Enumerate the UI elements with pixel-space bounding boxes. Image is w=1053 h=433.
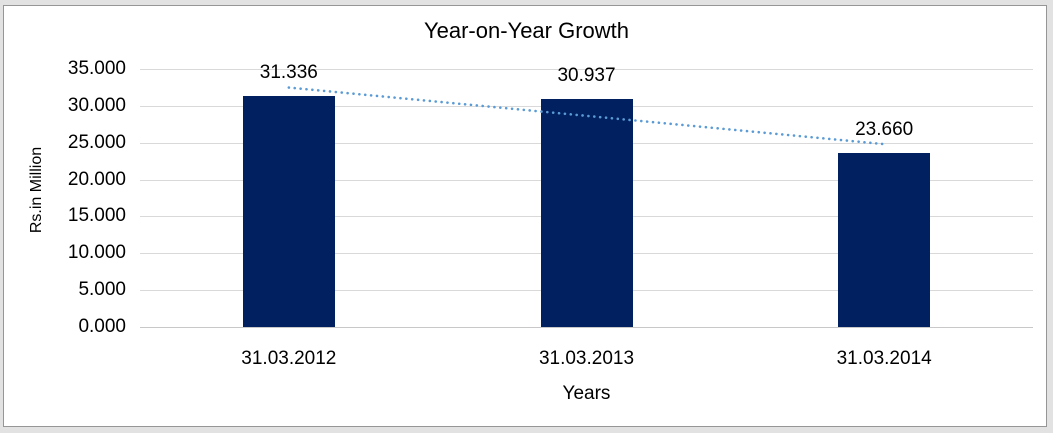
x-axis-tick-label: 31.03.2013 <box>538 348 635 369</box>
y-axis-tick-label: 0.000 <box>78 316 126 337</box>
y-axis-tick-label: 25.000 <box>67 131 126 153</box>
y-axis-tick-label: 35.000 <box>67 58 126 79</box>
bar-value-label: 23.660 <box>855 118 914 140</box>
chart-title: Year-on-Year Growth <box>423 18 630 43</box>
x-axis-tick-label: 31.03.2012 <box>241 348 337 369</box>
y-axis-tick-label: 30.000 <box>67 94 126 116</box>
x-axis-title: Years <box>562 383 611 404</box>
bar-value-label: 31.336 <box>259 62 318 83</box>
y-axis-tick-label: 5.000 <box>78 279 126 301</box>
y-axis-tick-label: 20.000 <box>67 168 126 190</box>
y-axis-tick-label: 10.000 <box>67 242 126 264</box>
bar-value-label: 30.937 <box>557 64 616 86</box>
y-axis-tick-label: 15.000 <box>67 205 126 227</box>
bar-31.03.2013[interactable] <box>540 98 633 327</box>
bar-31.03.2012[interactable] <box>242 96 335 327</box>
x-axis-tick-label: 31.03.2014 <box>836 348 932 369</box>
bar-31.03.2014[interactable] <box>838 152 931 327</box>
